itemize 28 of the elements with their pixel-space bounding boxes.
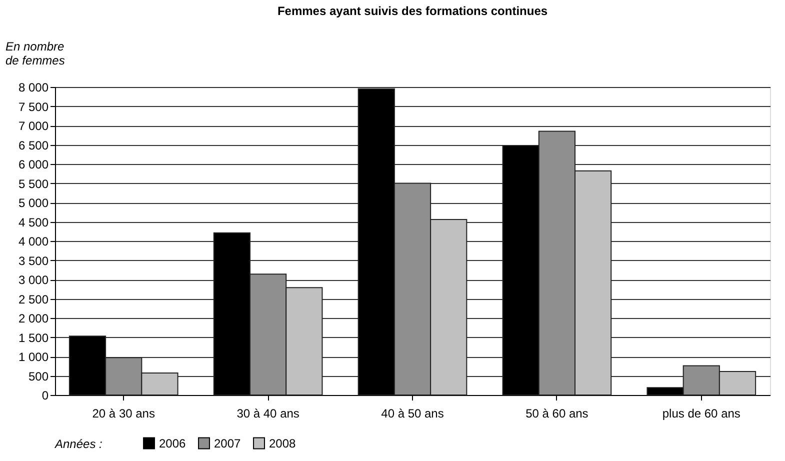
legend-label: 2006	[159, 436, 186, 450]
y-tick-label: 6 500	[18, 138, 49, 152]
x-tick-label: 40 à 50 ans	[381, 406, 444, 420]
x-tick-label: plus de 60 ans	[662, 406, 740, 420]
y-tick-label: 7 000	[18, 119, 49, 133]
y-tick-label: 1 000	[18, 350, 49, 364]
y-tick-label: 0	[42, 388, 49, 402]
x-tick-label: 30 à 40 ans	[236, 406, 300, 420]
y-tick-label: 2 500	[18, 292, 49, 306]
y-tick-label: 1 500	[18, 330, 49, 345]
legend-label: 2008	[269, 436, 296, 450]
y-tick-label: 6 000	[18, 158, 49, 172]
y-tick-label: 500	[28, 369, 49, 384]
x-tick-label: 20 à 30 ans	[92, 406, 155, 420]
y-tick-label: 7 500	[18, 100, 49, 114]
x-tick-label: 50 à 60 ans	[526, 406, 588, 420]
y-tick-label: 8 000	[18, 80, 49, 94]
y-tick-label: 3 000	[18, 273, 49, 287]
y-tick-label: 4 500	[18, 215, 49, 230]
y-tick-label: 2 000	[18, 312, 49, 326]
chart-title: Femmes ayant suivis des formations continues	[277, 4, 548, 18]
y-tick-label: 5 000	[18, 196, 49, 210]
y-axis-title: En nombre de femmes	[6, 40, 65, 68]
legend-label: 2007	[214, 436, 242, 450]
y-tick-label: 5 500	[18, 176, 49, 191]
legend-title: Années :	[54, 437, 102, 451]
y-tick-label: 3 500	[18, 254, 49, 268]
y-tick-label: 4 000	[18, 234, 49, 248]
